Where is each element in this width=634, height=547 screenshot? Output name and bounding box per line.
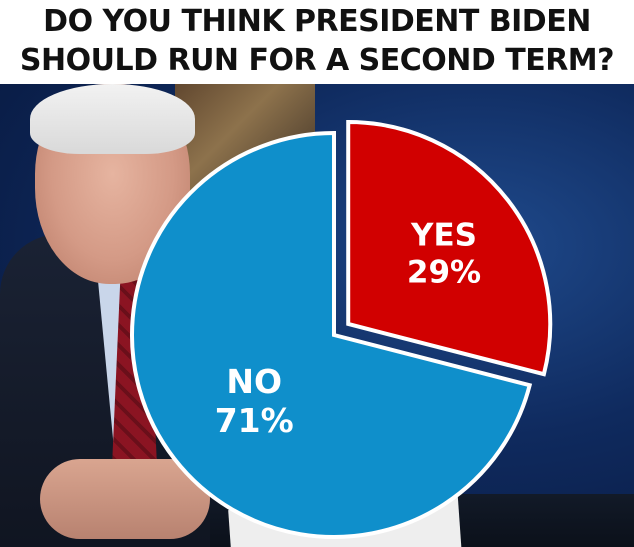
- pie-label-category-no: NO: [226, 362, 282, 401]
- chart-title-line-1: DO YOU THINK PRESIDENT BIDEN: [43, 4, 591, 39]
- pie-label-value-no: 71%: [215, 401, 294, 440]
- title-banner: DO YOU THINK PRESIDENT BIDEN SHOULD RUN …: [0, 0, 634, 84]
- person-hand: [40, 459, 210, 539]
- pie-label-category-yes: YES: [410, 218, 477, 254]
- pie-label-value-yes: 29%: [407, 255, 481, 291]
- pie-slice-yes: [346, 119, 553, 377]
- person-hair: [30, 84, 195, 154]
- pie-slice-no: [130, 130, 533, 539]
- chart-title-line-2: SHOULD RUN FOR A SECOND TERM?: [19, 43, 615, 78]
- pie-slices: [130, 119, 553, 539]
